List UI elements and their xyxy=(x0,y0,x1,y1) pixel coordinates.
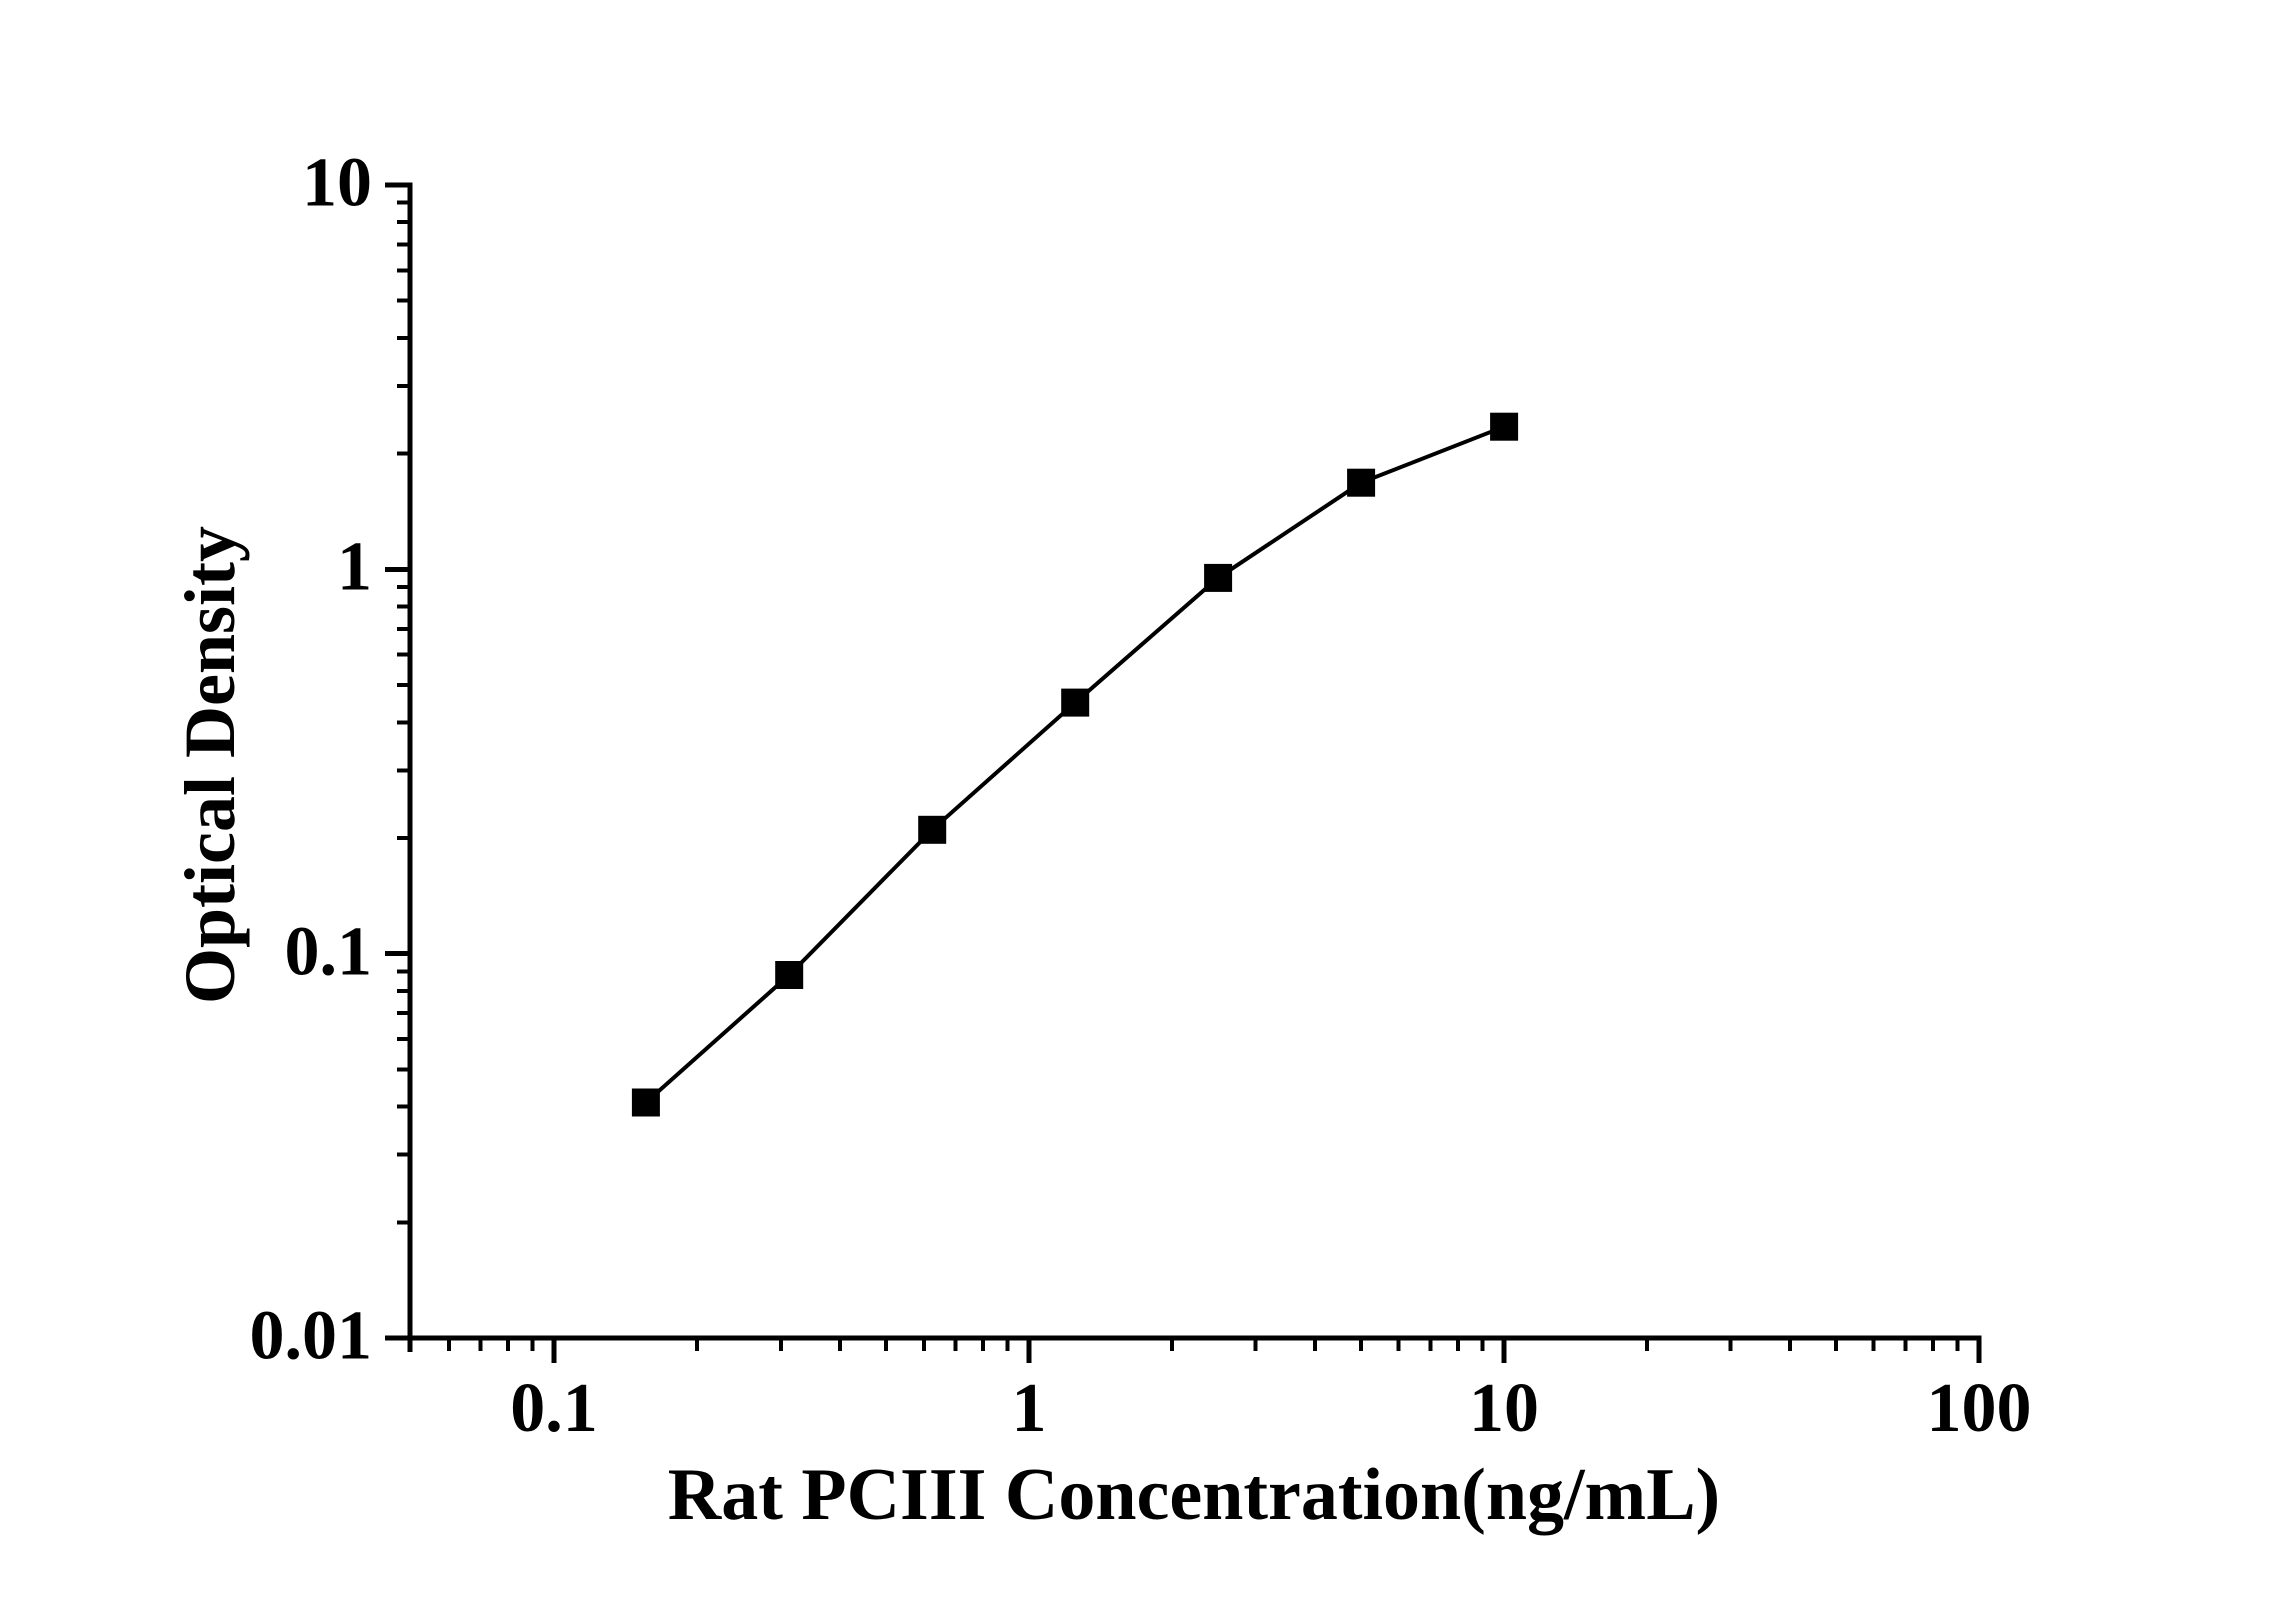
y-tick-label-10: 10 xyxy=(302,144,372,222)
data-point-marker xyxy=(775,961,804,989)
data-point-marker xyxy=(1490,412,1519,441)
x-axis-title: Rat PCIII Concentration(ng/mL) xyxy=(667,1454,1721,1536)
x-tick-label-1: 1 xyxy=(1011,1370,1047,1447)
data-point-marker xyxy=(918,815,947,844)
y-tick-label-1: 1 xyxy=(337,528,372,606)
y-tick-label-0-1: 0.1 xyxy=(284,913,373,991)
y-tick-label-0-01: 0.01 xyxy=(249,1297,373,1375)
data-point-marker xyxy=(1204,563,1233,592)
x-tick-label-10: 10 xyxy=(1469,1370,1539,1447)
x-tick-label-100: 100 xyxy=(1926,1370,2032,1447)
series-line xyxy=(644,424,1505,1104)
data-point-marker xyxy=(1347,468,1376,497)
data-point-marker xyxy=(1061,688,1090,717)
data-point-marker xyxy=(631,1088,660,1117)
x-tick-label-0-1: 0.1 xyxy=(510,1370,598,1447)
